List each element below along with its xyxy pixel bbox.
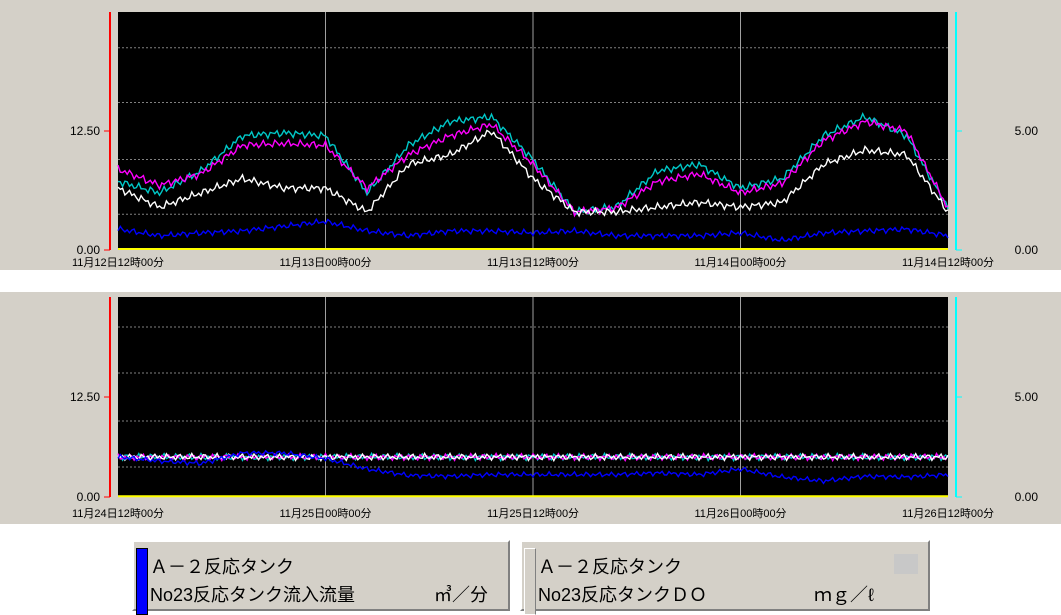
legend-item-flow[interactable]: Ａ－２反応タンク No23反応タンク流入流量 ㎥／分 xyxy=(132,540,510,615)
legend-tank-name: Ａ－２反応タンク xyxy=(150,557,294,577)
chart-top: 0.00 12.50 0.00 5.00 11月12日12時00分 11月13日00時00… xyxy=(0,0,1061,270)
legend-unit: ㎥／分 xyxy=(434,585,488,605)
y-right-tick-label: 5.00 xyxy=(1015,124,1039,138)
legend-unit: ｍｇ／ℓ xyxy=(814,585,874,605)
chart-panel-top: 0.00 12.50 0.00 5.00 11月12日12時00分 11月13日00時00… xyxy=(0,0,1061,270)
legend-series-name: No23反応タンク流入流量 xyxy=(150,585,356,605)
y-left-tick-label: 0.00 xyxy=(77,243,101,257)
x-tick-label: 11月13日12時00分 xyxy=(487,256,579,269)
series-line-0 xyxy=(117,451,949,463)
x-tick-label: 11月12日12時00分 xyxy=(72,256,164,269)
x-tick-label: 11月25日12時00分 xyxy=(487,507,579,520)
y-left-tick-label: 0.00 xyxy=(77,490,101,504)
series-color-swatch xyxy=(136,548,148,615)
series-line-3 xyxy=(117,217,949,242)
series-line-2 xyxy=(117,129,949,218)
x-tick-label: 11月26日00時00分 xyxy=(694,507,786,520)
series-color-swatch xyxy=(524,548,536,615)
x-tick-label: 11月14日00時00分 xyxy=(694,256,786,269)
x-tick-label: 11月14日12時00分 xyxy=(902,256,994,269)
y-right-tick-label: 5.00 xyxy=(1015,390,1039,404)
x-tick-label: 11月26日12時00分 xyxy=(902,507,994,520)
x-tick-label: 11月13日00時00分 xyxy=(279,256,371,269)
chart-panel-bottom: 0.00 12.50 0.00 5.00 11月24日12時00分 11月25日00時00… xyxy=(0,292,1061,524)
series-line-1 xyxy=(117,118,949,218)
y-left-tick-label: 12.50 xyxy=(70,124,100,138)
x-tick-label: 11月25日00時00分 xyxy=(279,507,371,520)
y-left-tick-label: 12.50 xyxy=(70,390,100,404)
y-right-tick-label: 0.00 xyxy=(1015,490,1039,504)
legend-gray-box xyxy=(894,554,918,574)
y-right-tick-label: 0.00 xyxy=(1015,243,1039,257)
legend-tank-name: Ａ－２反応タンク xyxy=(538,557,682,577)
legend-item-do[interactable]: Ａ－２反応タンク No23反応タンクＤＯ ｍｇ／ℓ xyxy=(520,540,930,615)
x-tick-label: 11月24日12時00分 xyxy=(72,507,164,520)
chart-bottom: 0.00 12.50 0.00 5.00 11月24日12時00分 11月25日00時00… xyxy=(0,292,1061,524)
series-line-2 xyxy=(117,451,949,463)
legend: Ａ－２反応タンク No23反応タンク流入流量 ㎥／分 Ａ－２反応タンク No23… xyxy=(132,540,932,615)
series-line-3 xyxy=(117,449,949,485)
legend-series-name: No23反応タンクＤＯ xyxy=(538,585,708,605)
